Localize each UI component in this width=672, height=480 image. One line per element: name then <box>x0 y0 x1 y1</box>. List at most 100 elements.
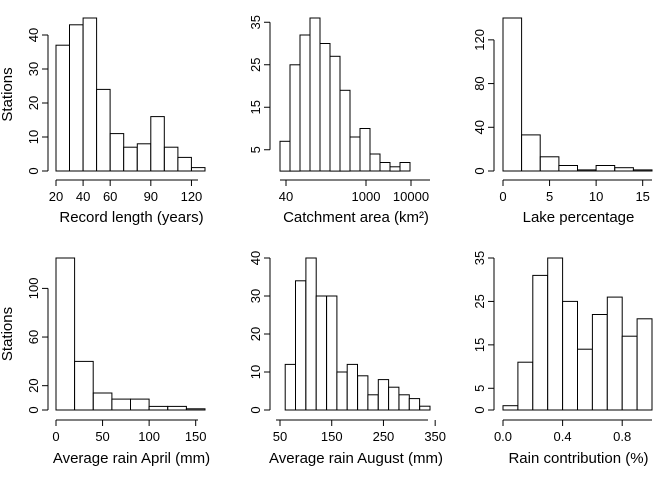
histogram-bar <box>163 146 179 172</box>
y-tick-label: 20 <box>26 96 41 110</box>
histogram-bar <box>636 318 653 411</box>
x-tick-label: 90 <box>144 189 158 204</box>
y-tick-label: 10 <box>26 130 41 144</box>
histogram-bar <box>532 274 549 411</box>
histogram-bar <box>148 405 169 411</box>
histogram-bar <box>377 379 390 411</box>
histogram-bar <box>562 300 578 411</box>
histogram-bar <box>150 116 165 172</box>
histogram-bar <box>595 165 616 172</box>
histogram-bar <box>388 386 400 411</box>
histogram-bar <box>367 394 379 411</box>
histogram-bar <box>284 363 297 411</box>
histogram-bar <box>346 363 359 411</box>
histogram-bar <box>591 314 608 411</box>
histogram-bar <box>329 55 341 172</box>
x-tick-label: 50 <box>95 429 109 444</box>
histogram-bar <box>295 280 307 411</box>
x-tick-label: 0 <box>499 189 506 204</box>
histogram-bar <box>398 394 410 411</box>
histogram-bar <box>359 128 371 172</box>
y-tick-label: 100 <box>26 278 41 300</box>
histogram-bar <box>185 408 206 411</box>
x-tick-label: 40 <box>76 189 90 204</box>
panel-rain-contribution: 0.0 0.4 0.8 0 5 15 25 35 Rain contribution (%) <box>472 251 653 467</box>
histogram-bar <box>191 167 206 172</box>
histogram-bar <box>74 360 94 411</box>
y-tick-label: 30 <box>26 62 41 76</box>
y-tick-label: 25 <box>248 58 263 72</box>
y-tick-label: 15 <box>472 338 487 352</box>
histogram-bar <box>177 156 192 172</box>
histogram-bar <box>379 162 391 172</box>
histogram-bar <box>389 166 401 172</box>
histogram-bar <box>315 295 328 411</box>
x-axis-title: Average rain April (mm) <box>53 450 210 467</box>
y-tick-label: 5 <box>472 385 487 392</box>
y-tick-label: 10 <box>248 365 263 379</box>
y-tick-label: 80 <box>472 76 487 90</box>
histogram-bar <box>547 257 564 411</box>
x-tick-label: 50 <box>273 429 287 444</box>
y-tick-label: 40 <box>26 28 41 42</box>
y-tick-label: 40 <box>248 251 263 265</box>
panel-catchment-area: 40 1000 10000 5 15 25 35 Catchment area (km²) <box>248 15 430 226</box>
histogram-bar <box>299 34 311 172</box>
histogram-bar <box>55 44 70 172</box>
x-tick-label: 1000 <box>352 189 381 204</box>
x-tick-label: 10000 <box>393 189 429 204</box>
histogram-bar <box>305 257 317 411</box>
y-axis-title: Stations <box>0 307 16 361</box>
histogram-bar <box>621 335 638 411</box>
x-tick-label: 0 <box>52 429 59 444</box>
histogram-bar <box>632 169 653 172</box>
y-tick-label: 35 <box>472 251 487 265</box>
histogram-bar <box>123 146 138 172</box>
histogram-bar <box>109 133 125 172</box>
histogram-bar <box>521 134 541 172</box>
histogram-bar <box>336 371 348 411</box>
y-tick-label: 60 <box>26 330 41 344</box>
x-tick-label: 150 <box>321 429 343 444</box>
x-tick-label: 60 <box>103 189 117 204</box>
panel-lake-percentage: 0 5 10 15 0 40 80 120 Lake percentage <box>472 17 653 226</box>
y-tick-label: 30 <box>248 289 263 303</box>
histogram-bar <box>289 64 301 172</box>
histogram-bar <box>69 24 84 172</box>
histogram-bar <box>279 140 291 172</box>
y-tick-label: 120 <box>472 29 487 51</box>
histogram-bar <box>111 398 132 411</box>
histogram-bar <box>96 88 111 172</box>
x-tick-label: 0.0 <box>494 429 512 444</box>
y-tick-label: 5 <box>248 146 263 153</box>
histogram-bar <box>408 398 421 411</box>
histogram-bar <box>614 167 634 172</box>
histogram-bar <box>167 405 187 411</box>
y-tick-label: 40 <box>472 120 487 134</box>
histogram-bar <box>577 348 593 411</box>
x-axis-title: Lake percentage <box>523 209 635 226</box>
x-tick-label: 10 <box>589 189 603 204</box>
y-axis-title: Stations <box>0 67 16 121</box>
x-tick-label: 250 <box>373 429 395 444</box>
histogram-bar <box>369 153 381 172</box>
histogram-bar <box>136 143 152 172</box>
histogram-bar <box>606 296 623 411</box>
histogram-bar <box>309 17 321 172</box>
x-axis-title: Record length (years) <box>59 209 203 226</box>
panel-record-length: 20 40 60 90 120 0 10 20 30 40 Record length (years… <box>0 17 206 226</box>
histogram-bar <box>319 43 331 172</box>
x-tick-label: 5 <box>546 189 553 204</box>
histogram-bar <box>130 398 150 411</box>
y-tick-label: 0 <box>248 406 263 413</box>
y-tick-label: 0 <box>26 406 41 413</box>
histogram-bar <box>502 17 523 172</box>
histogram-bar <box>558 165 579 172</box>
histogram-bar <box>55 257 76 411</box>
x-axis-title: Catchment area (km²) <box>283 209 429 226</box>
histogram-bar <box>82 17 98 172</box>
histogram-bar <box>419 405 431 411</box>
panel-rain-april: 0 50 100 150 0 20 60 100 Average rain April (mm)… <box>0 257 210 467</box>
y-tick-label: 15 <box>248 100 263 114</box>
